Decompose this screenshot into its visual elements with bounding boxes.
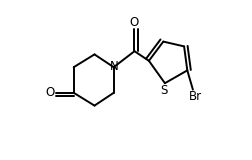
Text: N: N: [110, 60, 118, 73]
Text: O: O: [46, 86, 55, 99]
Text: Br: Br: [188, 89, 202, 103]
Text: O: O: [129, 16, 139, 29]
Text: S: S: [160, 84, 167, 97]
